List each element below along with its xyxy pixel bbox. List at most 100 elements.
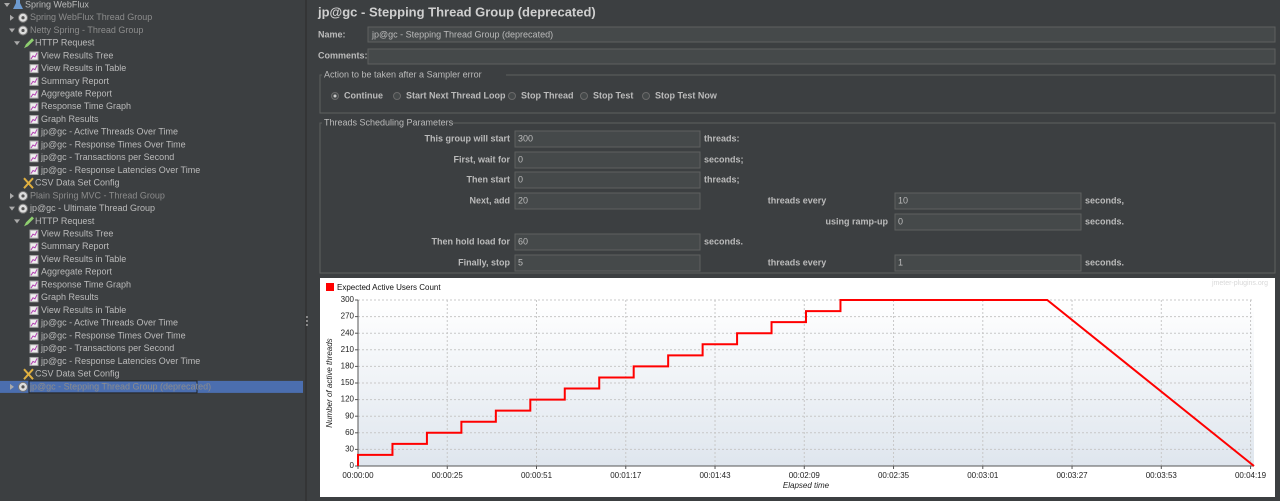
tree-node[interactable]: jp@gc - Response Latencies Over Time [40, 356, 200, 366]
x-tick-label: 00:02:09 [789, 471, 821, 480]
field-unit: seconds. [1085, 257, 1124, 267]
tree-node[interactable]: Graph Results [41, 292, 99, 302]
tree-node[interactable]: Response Time Graph [41, 101, 131, 111]
tree-node[interactable]: jp@gc - Active Threads Over Time [40, 127, 178, 137]
expand-arrow[interactable] [4, 3, 10, 7]
field-value: 300 [518, 133, 533, 143]
field-value: 5 [518, 257, 523, 267]
x-tick-label: 00:00:00 [342, 471, 374, 480]
listener-graph [30, 256, 38, 263]
listener-graph [30, 141, 38, 149]
gear-hole [21, 16, 25, 20]
comments-input[interactable] [367, 48, 1276, 65]
field-unit: seconds. [1085, 216, 1124, 226]
listener-graph [30, 358, 38, 365]
scheduling-legend: Threads Scheduling Parameters [324, 117, 454, 127]
expand-arrow[interactable] [9, 206, 15, 211]
tree-node[interactable]: Aggregate Report [41, 88, 113, 98]
tree-node[interactable]: jp@gc - Response Times Over Time [40, 330, 186, 340]
tree-node[interactable]: jp@gc - Response Latencies Over Time [40, 165, 200, 175]
field-value: 1 [898, 257, 903, 267]
expand-arrow[interactable] [14, 41, 20, 46]
field-input[interactable] [894, 213, 1082, 231]
gear-hole [21, 28, 25, 33]
field-input[interactable] [894, 254, 1082, 272]
tree-node[interactable]: CSV Data Set Config [35, 369, 120, 379]
expand-arrow[interactable] [14, 219, 20, 224]
tree-node[interactable]: HTTP Request [35, 38, 95, 48]
y-tick-label: 270 [341, 312, 355, 321]
tree-node[interactable]: jp@gc - Active Threads Over Time [40, 318, 178, 328]
tree-node[interactable]: View Results in Table [41, 254, 126, 264]
x-axis-label: Elapsed time [783, 481, 830, 490]
series-line [357, 299, 1255, 467]
field-label: threads every [768, 257, 827, 267]
listener-graph [30, 154, 38, 162]
radio[interactable] [508, 92, 516, 100]
listener-graph [30, 281, 38, 289]
listener-graph [30, 294, 38, 302]
field-input[interactable] [514, 192, 701, 210]
field-label: using ramp-up [826, 216, 889, 226]
pen-icon [24, 216, 34, 227]
tree-node[interactable]: View Results Tree [41, 229, 113, 239]
expand-arrow[interactable] [10, 383, 14, 390]
radio[interactable] [580, 92, 588, 100]
tree-node[interactable]: HTTP Request [35, 216, 95, 226]
field-input[interactable] [514, 233, 701, 251]
x-tick-label: 00:02:35 [878, 471, 910, 480]
focus-box [28, 380, 198, 394]
field-label: Finally, stop [458, 257, 510, 267]
tree-node[interactable]: Netty Spring - Thread Group [30, 25, 143, 35]
comments-label: Comments: [318, 50, 368, 60]
listener-graph [30, 243, 38, 251]
tree-node[interactable]: Spring WebFlux [25, 0, 89, 9]
x-tick-label: 00:01:17 [610, 471, 642, 480]
tree-node[interactable]: View Results in Table [41, 63, 126, 73]
field-input[interactable] [514, 254, 701, 272]
y-axis-label: Number of active threads [325, 338, 334, 427]
tree-node[interactable]: jp@gc - Response Times Over Time [40, 139, 186, 149]
wrench-icon [23, 368, 34, 380]
expand-arrow[interactable] [10, 192, 14, 199]
listener-graph [30, 320, 38, 327]
tree-node[interactable]: jp@gc - Transactions per Second [40, 343, 174, 353]
expand-arrow[interactable] [9, 28, 15, 33]
listener-graph [30, 116, 38, 123]
tree-node[interactable]: View Results Tree [41, 50, 113, 60]
tree-node[interactable]: Summary Report [41, 76, 110, 86]
tree-node[interactable]: Graph Results [41, 114, 99, 124]
y-tick-label: 240 [341, 328, 355, 337]
radio-label: Stop Test Now [655, 90, 718, 100]
tree-node[interactable]: Aggregate Report [41, 267, 113, 277]
watermark: jmeter-plugins.org [1211, 280, 1268, 287]
tree-node[interactable]: jp@gc - Ultimate Thread Group [29, 203, 155, 213]
tree-node[interactable]: View Results in Table [41, 305, 126, 315]
name-input[interactable] [367, 26, 1276, 43]
tree-node[interactable]: Spring WebFlux Thread Group [30, 12, 152, 22]
listener-graph [30, 78, 38, 85]
field-input[interactable] [514, 130, 701, 148]
expand-arrow[interactable] [10, 14, 14, 21]
y-tick-label: 210 [341, 345, 355, 354]
tree-node[interactable]: jp@gc - Stepping Thread Group (deprecate… [29, 381, 211, 391]
x-tick-label: 00:03:27 [1056, 471, 1088, 480]
radio-label: Start Next Thread Loop [406, 90, 506, 100]
y-tick-label: 30 [345, 445, 354, 454]
gear-hole [21, 207, 25, 211]
radio[interactable] [642, 92, 650, 100]
tree-node[interactable]: CSV Data Set Config [35, 178, 120, 188]
tree-node[interactable]: Summary Report [41, 241, 110, 251]
field-input[interactable] [514, 151, 701, 169]
tree-node[interactable]: Plain Spring MVC - Thread Group [30, 190, 165, 200]
tree-node[interactable]: jp@gc - Transactions per Second [40, 152, 174, 162]
field-input[interactable] [514, 171, 701, 189]
field-label: First, wait for [453, 154, 510, 164]
tree-node[interactable]: Response Time Graph [41, 279, 131, 289]
field-label: Next, add [469, 195, 510, 205]
splitter-grip [306, 316, 308, 326]
radio[interactable] [393, 92, 401, 100]
legend-bg [322, 117, 450, 128]
field-input[interactable] [894, 192, 1082, 210]
legend-label: Expected Active Users Count [337, 283, 441, 292]
